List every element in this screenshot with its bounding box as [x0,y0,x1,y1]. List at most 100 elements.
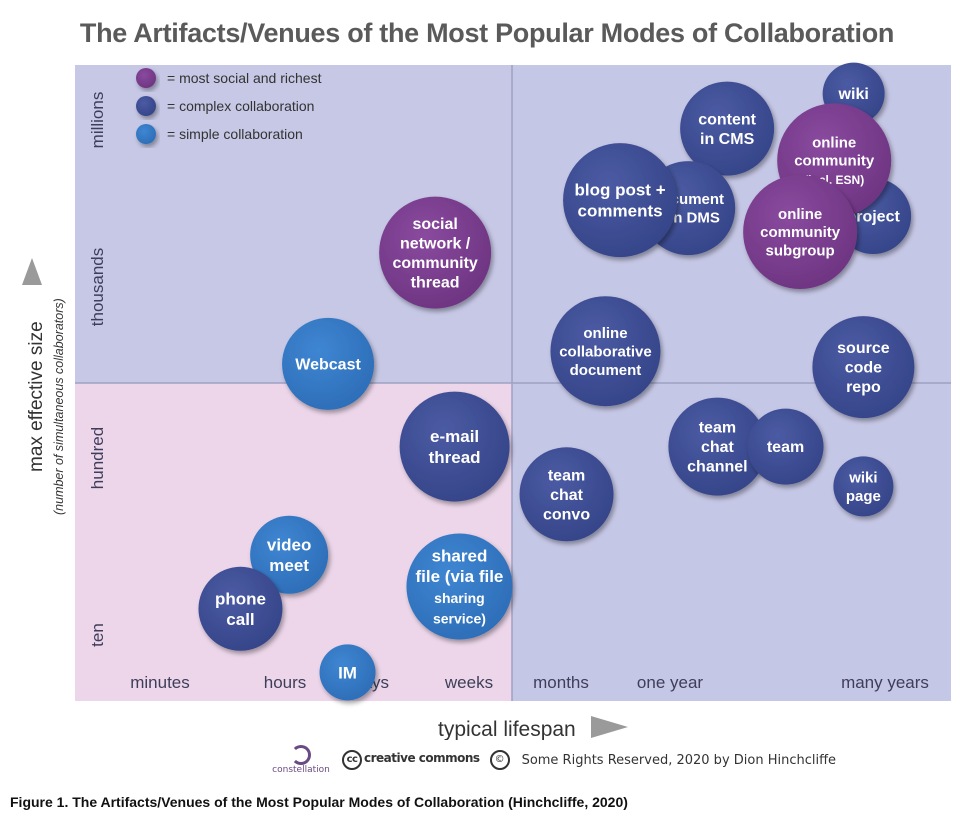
bubble: Webcast [282,317,375,410]
y-tick-label: ten [88,623,107,647]
bubble-label: subgroup [766,243,835,260]
figure-caption: Figure 1. The Artifacts/Venues of the Mo… [10,794,628,810]
bubble-label: repo [846,379,881,396]
logo-text: constellation [272,765,330,775]
bubble-circle [198,566,283,651]
bubble-circle [563,143,678,258]
bubble-label: chat [550,487,584,504]
y-tick-label: thousands [88,248,107,326]
bubble-label: call [226,610,254,629]
bubble: wiki page [833,456,894,517]
legend-swatch [136,96,156,116]
bubble: shared file (via file sharing service) [406,533,513,640]
bubble-circle [550,296,661,407]
legend-label: = complex collaboration [167,98,314,114]
bubble-label: page [846,488,881,505]
bubble-label: phone [215,589,266,608]
x-axis-label: typical lifespan [438,718,576,740]
bubble-label: shared [432,546,488,565]
bubble-circle [743,174,858,289]
bubble-chart: max effective size (number of simultaneo… [22,62,951,740]
bubble-label: chat [701,439,735,456]
copyright-icon: © [489,750,510,770]
bubble-label: thread [429,448,481,467]
bubble-label: community [392,255,477,272]
bubble-label: source [837,340,890,357]
bubble-label: IM [338,663,357,682]
bubble-label: content [698,111,756,128]
bubble-label: team [767,439,804,456]
cc-text: creative commons [364,751,480,765]
bubble: team chat channel [668,397,767,496]
chart-title: The Artifacts/Venues of the Most Popular… [79,18,895,48]
bubble-label: collaborative [559,343,652,360]
y-tick-label: millions [88,92,107,149]
bubble-label: wiki [848,469,877,486]
bubble-label: social [412,216,457,233]
bubble-label: service) [433,611,486,627]
bubble-label: e-mail [430,427,479,446]
bubble: source code repo [812,316,915,419]
bubble-label: convo [543,506,590,523]
bubble: video meet [250,515,329,594]
bubble: social network / community thread [379,196,492,309]
x-tick-label: weeks [444,673,493,692]
bubble-label: online [583,325,627,342]
bubble-label: thread [411,275,460,292]
bubble-label: blog post + [574,181,665,200]
y-axis-arrow-icon [22,258,42,285]
bubble-label: network / [400,235,471,252]
legend-swatch [136,68,156,88]
y-axis-label: max effective size [26,321,47,472]
x-tick-label: one year [637,673,703,692]
bubble-label: team [699,420,736,437]
bubble-circle [680,81,775,176]
x-tick-label: months [533,673,589,692]
bubble-circle [406,533,513,640]
x-axis-arrow-icon [591,716,628,738]
rights-text: Some Rights Reserved, 2020 by Dion Hinch… [521,752,837,768]
bubble-label: sharing [434,590,485,606]
bubble-label: in CMS [700,131,755,148]
x-tick-label: many years [841,673,929,692]
bubble: content in CMS [680,81,775,176]
bubble-label: channel [687,459,747,476]
x-tick-label: hours [264,673,307,692]
bubble-circle [399,391,510,502]
bubble: team [747,408,824,485]
creative-commons-badge: cc creative commons [342,750,480,770]
bubble-label: document [570,362,642,379]
bubble: e-mail thread [399,391,510,502]
bubble-label: file (via file [416,567,504,586]
bubble-circle [250,515,329,594]
x-tick-label: minutes [130,673,190,692]
y-tick-label: hundred [88,427,107,489]
bubble-label: community [760,224,841,241]
bubble-circle [833,456,894,517]
bubble-circle [519,447,614,542]
bubble-circle [668,397,767,496]
legend-label: = simple collaboration [167,126,303,142]
legend-label: = most social and richest [167,70,322,86]
bubble-label: community [794,153,875,170]
bubble-label: meet [269,556,309,575]
bubble-label: video [267,535,311,554]
bubble-label: code [845,360,882,377]
bubble-label: Webcast [295,357,361,374]
bubble-label: online [778,206,822,223]
bubble-circle [747,408,824,485]
constellation-logo: constellation [270,745,332,775]
bubble-label: wiki [838,86,869,103]
cc-icon: cc [342,750,362,770]
bubble-label: team [548,467,585,484]
bubble: blog post +comments [563,143,678,258]
bubble-label: comments [578,201,663,220]
bubble: team chat convo [519,447,614,542]
legend-swatch [136,124,156,144]
bubble-label: project [846,209,900,226]
bubble-circle [282,317,375,410]
bubble: phone call [198,566,283,651]
bubble-circle [319,644,376,701]
